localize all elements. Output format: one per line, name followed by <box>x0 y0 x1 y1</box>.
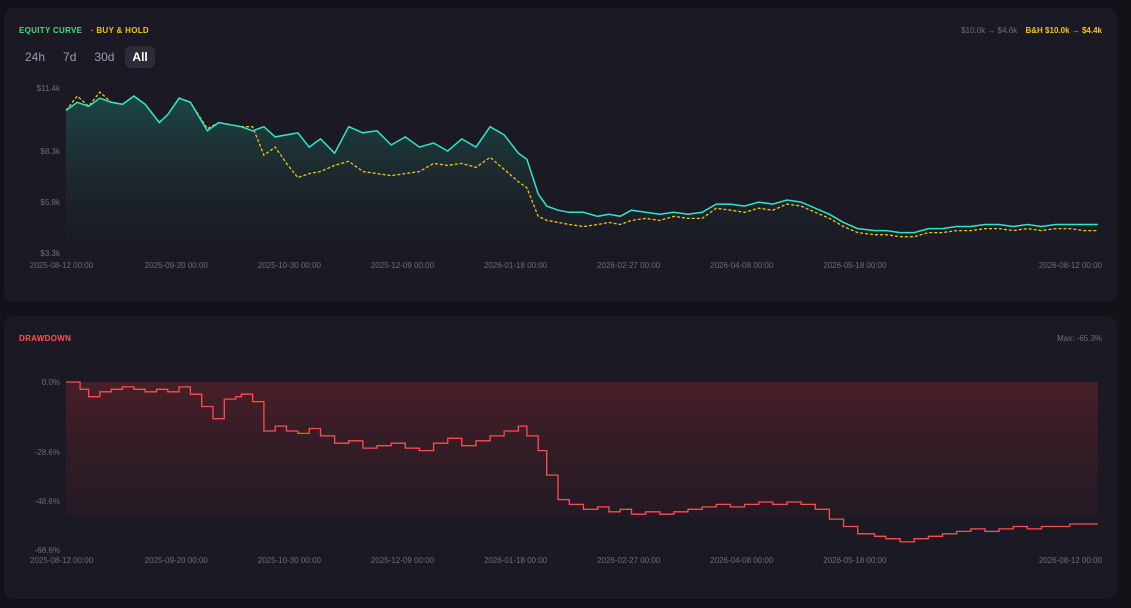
y-tick-label: 0.0% <box>42 378 60 387</box>
x-tick-label: 2026-08-12 00:00 <box>1039 261 1103 270</box>
x-tick-label: 2026-02-27 00:00 <box>597 556 661 565</box>
buy-hold-legend: · BUY & HOLD <box>90 26 149 35</box>
timeframe-tabs: 24h 7d 30d All <box>18 46 155 68</box>
equity-curve-panel: EQUITY CURVE · BUY & HOLD $10.0k → $4.6k… <box>4 8 1117 302</box>
drawdown-title: DRAWDOWN <box>19 334 72 343</box>
x-tick-label: 2025-09-20 00:00 <box>145 556 209 565</box>
buy-hold-line <box>65 91 1098 238</box>
y-tick-label: $5.8k <box>40 198 61 207</box>
y-tick-label: $3.3k <box>40 249 61 258</box>
drawdown-line <box>66 381 1098 543</box>
x-tick-label: 2026-05-18 00:00 <box>823 556 887 565</box>
y-tick-label: -48.6% <box>35 497 60 506</box>
buy-hold-summary: B&H $10.0k → $4.4k <box>1025 26 1103 35</box>
x-tick-label: 2025-08-12 00:00 <box>30 261 94 270</box>
x-tick-label: 2026-04-08 00:00 <box>710 556 774 565</box>
x-tick-label: 2026-02-27 00:00 <box>597 261 661 270</box>
x-tick-label: 2026-05-18 00:00 <box>823 261 887 270</box>
strategy-line <box>65 95 1098 234</box>
x-tick-label: 2026-01-18 00:00 <box>484 556 548 565</box>
drawdown-panel: DRAWDOWN Max: -65.3% 0.0% -28.6% -48.6% -68… <box>4 316 1117 599</box>
y-tick-label: -28.6% <box>35 448 60 457</box>
x-tick-label: 2025-10-30 00:00 <box>258 556 322 565</box>
drawdown-summary: Max: -65.3% <box>1057 334 1102 343</box>
tab-7d[interactable]: 7d <box>63 50 77 64</box>
equity-legend: EQUITY CURVE · BUY & HOLD <box>19 26 149 35</box>
x-tick-label: 2025-08-12 00:00 <box>30 556 94 565</box>
tab-all[interactable]: All <box>125 46 155 68</box>
x-tick-label: 2025-12-09 00:00 <box>371 261 435 270</box>
y-tick-label: $11.4k <box>37 84 61 93</box>
x-tick-label: 2025-10-30 00:00 <box>258 261 322 270</box>
x-tick-label: 2026-01-18 00:00 <box>484 261 548 270</box>
tab-24h[interactable]: 24h <box>25 50 46 64</box>
x-tick-label: 2025-12-09 00:00 <box>371 556 435 565</box>
strategy-summary: $10.0k → $4.6k <box>961 26 1018 35</box>
max-drawdown-label: Max: -65.3% <box>1057 334 1102 343</box>
drawdown-chart: 0.0% -28.6% -48.6% -68.6%2025-08-12 00:00 20… <box>30 378 1103 565</box>
equity-chart: $11.4k $8.3k $5.8k $3.3k 2025-08-12 00:00 202… <box>30 84 1103 270</box>
x-tick-label: 2025-09-20 00:00 <box>145 261 209 270</box>
tab-30d[interactable]: 30d <box>94 50 115 64</box>
x-tick-label: 2026-04-08 00:00 <box>710 261 774 270</box>
x-tick-label: 2026-08-12 00:00 <box>1039 556 1103 565</box>
drawdown-area <box>66 382 1098 517</box>
y-tick-label: -68.6% <box>35 546 60 555</box>
drawdown-legend: DRAWDOWN <box>19 334 71 343</box>
strategy-area <box>66 96 1098 253</box>
equity-curve-title: EQUITY CURVE <box>19 26 83 35</box>
y-tick-label: $8.3k <box>40 147 61 156</box>
equity-summary: $10.0k → $4.6k B&H $10.0k → $4.4k <box>961 26 1102 35</box>
